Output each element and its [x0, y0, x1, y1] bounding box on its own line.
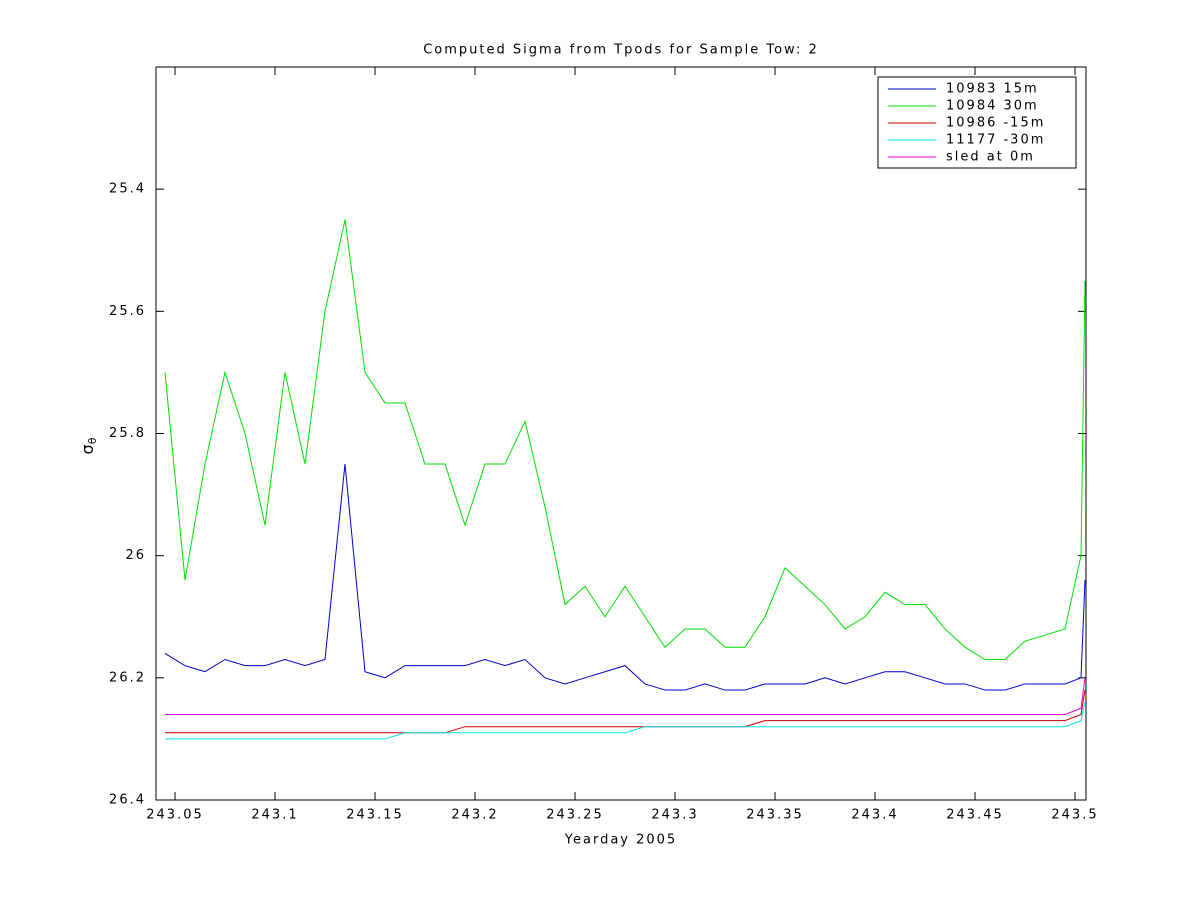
series-line: [164, 463, 1086, 691]
plot-frame: [155, 66, 1087, 801]
y-tick-label: 26.4: [109, 793, 146, 808]
y-tick-label: 25.8: [109, 426, 146, 441]
x-tick-label: 243.5: [1051, 808, 1098, 823]
x-tick-label: 243.45: [946, 808, 1004, 823]
legend-label: 11177 -30m: [946, 133, 1045, 148]
x-tick-label: 243.25: [546, 808, 604, 823]
x-tick-label: 243.4: [851, 808, 898, 823]
x-tick-label: 243.15: [346, 808, 404, 823]
y-tick-label: 25.6: [109, 304, 146, 319]
chart-title: Computed Sigma from Tpods for Sample Tow…: [423, 43, 819, 58]
x-tick-label: 243.05: [146, 808, 204, 823]
legend-label: 10986 -15m: [946, 116, 1045, 131]
y-tick-label: 26: [125, 548, 146, 563]
series-line: [165, 702, 1086, 740]
x-tick-label: 243.3: [651, 808, 698, 823]
x-tick-label: 243.1: [251, 808, 298, 823]
series-line: [164, 219, 1086, 661]
x-tick-label: 243.35: [746, 808, 804, 823]
series-line: [165, 689, 1086, 734]
legend-label: 10983 15m: [946, 82, 1039, 97]
y-tick-label: 25.4: [109, 182, 146, 197]
y-tick-label: 26.2: [109, 670, 146, 685]
legend-label: sled at 0m: [946, 150, 1035, 165]
legend-label: 10984 30m: [946, 99, 1039, 114]
y-axis-label: σθ: [78, 437, 100, 454]
series-line: [165, 677, 1086, 715]
x-axis-label: Yearday 2005: [564, 833, 677, 848]
x-tick-label: 243.2: [451, 808, 498, 823]
